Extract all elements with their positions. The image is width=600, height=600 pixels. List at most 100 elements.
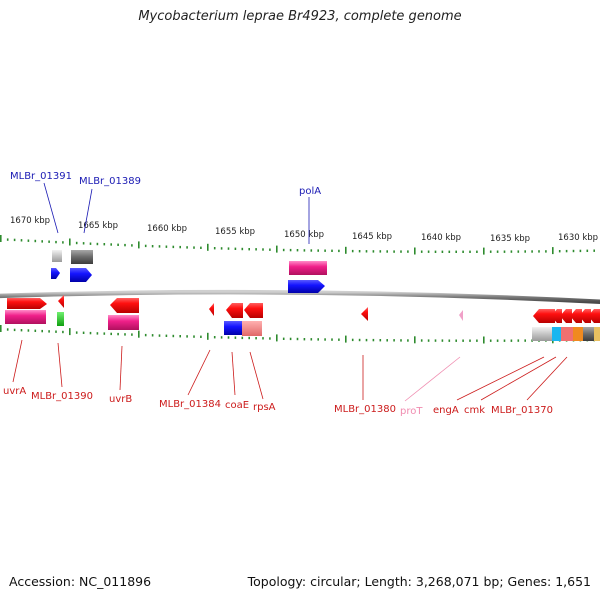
scale-tick [193, 335, 195, 338]
gene-arrow[interactable] [560, 309, 572, 323]
scale-tick [213, 247, 216, 250]
leader-line [57, 342, 63, 388]
gene-feature[interactable] [108, 315, 139, 330]
gene-arrow[interactable] [361, 307, 368, 321]
scale-tick [441, 250, 444, 253]
scale-tick [489, 339, 492, 342]
gene-arrow[interactable] [51, 268, 60, 279]
gene-feature[interactable] [242, 321, 262, 336]
gene-feature[interactable] [5, 310, 46, 324]
gene-arrow[interactable] [459, 310, 463, 321]
scale-tick [110, 243, 112, 246]
gene-arrow[interactable] [533, 309, 555, 323]
scale-tick [379, 339, 382, 342]
gene-feature[interactable] [52, 250, 62, 262]
scale-tick [41, 329, 43, 333]
gene-feature[interactable] [573, 327, 583, 341]
scale-label-1655: 1655 kbp [215, 227, 255, 237]
gene-feature[interactable] [57, 312, 64, 326]
scale-tick [89, 331, 92, 335]
gene-label-mlbr-01370[interactable]: MLBr_01370 [491, 405, 553, 416]
gene-label-mlbr-01390[interactable]: MLBr_01390 [31, 391, 93, 402]
scale-tick [345, 335, 347, 343]
gene-label-rpsa[interactable]: rpsA [253, 402, 276, 413]
top-gene-labels: MLBr_01391 MLBr_01389 polA [10, 171, 321, 197]
scale-tick [172, 245, 175, 249]
scale-tick [351, 338, 354, 342]
gene-arrow[interactable] [570, 309, 582, 323]
scale-tick [441, 339, 444, 342]
gene-arrow[interactable] [110, 298, 139, 313]
scale-tick [531, 250, 533, 253]
gene-arrow[interactable] [244, 303, 263, 318]
scale-tick [593, 249, 595, 252]
gene-label-mlbr-01384[interactable]: MLBr_01384 [159, 399, 221, 410]
scale-tick [131, 244, 133, 247]
scale-tick [151, 334, 154, 337]
scale-tick [248, 248, 250, 251]
gene-arrow[interactable] [209, 303, 214, 316]
gene-arrow[interactable] [288, 280, 325, 293]
gene-label-enga[interactable]: engA [433, 405, 459, 416]
gene-arrow[interactable] [7, 298, 47, 309]
genome-summary-text: Topology: circular; Length: 3,268,071 bp… [247, 574, 591, 589]
scale-tick [227, 247, 230, 250]
scale-tick [144, 333, 147, 337]
gene-label-mlbr-01391[interactable]: MLBr_01391 [10, 171, 72, 182]
gene-label-uvra[interactable]: uvrA [3, 386, 26, 397]
scale-tick [496, 250, 499, 253]
gene-feature[interactable] [583, 327, 594, 341]
gene-feature[interactable] [289, 261, 327, 275]
gene-feature[interactable] [594, 327, 600, 341]
scale-tick [345, 246, 347, 254]
scale-tick [276, 245, 278, 253]
accession-text: Accession: NC_011896 [9, 574, 152, 589]
scale-tick [165, 245, 168, 248]
gene-feature[interactable] [224, 321, 242, 335]
scale-tick [351, 249, 354, 253]
scale-tick [565, 249, 568, 253]
scale-tick [379, 250, 382, 253]
leader-line [43, 182, 59, 234]
gene-arrow[interactable] [579, 309, 591, 323]
gene-label-uvrb[interactable]: uvrB [109, 394, 132, 405]
gene-feature[interactable] [71, 250, 93, 264]
scale-tick [269, 248, 271, 251]
scale-tick [331, 338, 333, 341]
scale-tick [434, 250, 437, 253]
gene-label-pola[interactable]: polA [299, 186, 321, 197]
gene-feature[interactable] [561, 327, 573, 341]
scale-tick [200, 335, 202, 338]
scale-tick [179, 335, 181, 338]
scale-label-1635: 1635 kbp [490, 234, 530, 244]
scale-label-1650: 1650 kbp [284, 230, 324, 240]
gene-arrow[interactable] [70, 268, 92, 282]
scale-tick [255, 337, 257, 340]
gene-feature[interactable] [552, 327, 561, 341]
scale-tick [269, 337, 271, 340]
gene-label-prot[interactable]: proT [400, 406, 423, 417]
gene-arrow[interactable] [226, 303, 243, 318]
scale-tick [207, 332, 209, 340]
scale-tick [0, 235, 2, 242]
scale-tick [34, 329, 37, 332]
gene-label-coae[interactable]: coaE [225, 400, 249, 411]
genome-title: Mycobacterium leprae Br4923, complete ge… [138, 9, 462, 24]
gene-feature[interactable] [532, 327, 552, 341]
scale-tick [96, 332, 99, 335]
forward-strand-features [51, 250, 327, 293]
scale-tick [144, 244, 147, 248]
scale-tick [434, 339, 437, 342]
scale-label-1645: 1645 kbp [352, 232, 392, 242]
scale-tick [138, 330, 140, 338]
gene-label-mlbr-01380[interactable]: MLBr_01380 [334, 404, 396, 415]
gene-label-mlbr-01389[interactable]: MLBr_01389 [79, 176, 141, 187]
scale-tick [103, 243, 106, 246]
gene-arrow[interactable] [551, 309, 562, 323]
scale-tick [207, 243, 209, 251]
scale-tick [407, 339, 409, 342]
gene-arrow[interactable] [58, 295, 64, 308]
gene-arrow[interactable] [588, 309, 600, 323]
gene-label-cmk[interactable]: cmk [464, 405, 485, 416]
scale-tick [82, 331, 85, 334]
